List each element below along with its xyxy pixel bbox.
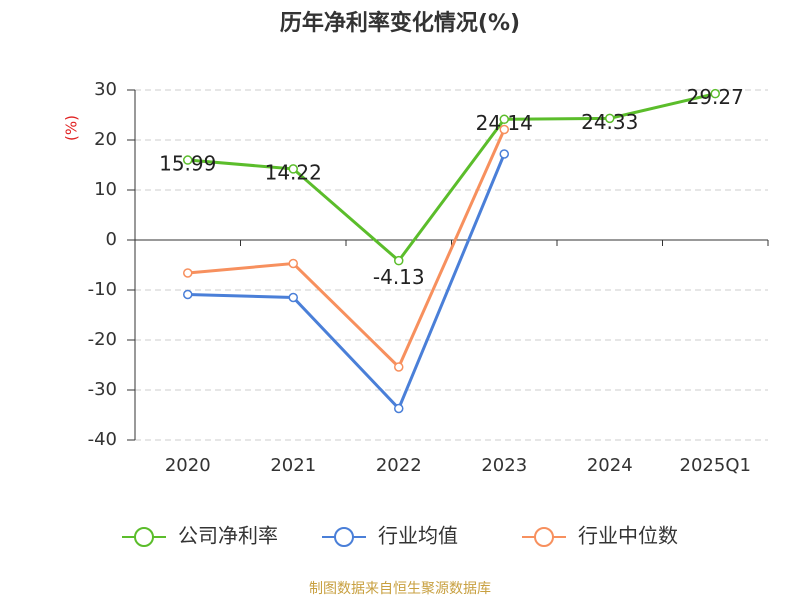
point (183, 289, 193, 300)
point (499, 124, 509, 135)
legend-label: 公司净利率 (178, 524, 278, 548)
legend-marker (534, 527, 554, 547)
chart-title: 历年净利率变化情况(%) (280, 10, 520, 36)
legend-label: 行业中位数 (578, 524, 678, 548)
series-line (187, 92, 716, 263)
y-tick-label: -20 (88, 329, 117, 350)
point (288, 292, 298, 303)
source-note: 制图数据来自恒生聚源数据库 (309, 581, 491, 597)
point (288, 164, 298, 174)
y-tick-label: 30 (94, 79, 117, 100)
y-tick-label: -40 (88, 429, 117, 450)
point (499, 149, 509, 159)
point (183, 155, 193, 165)
data-label: 14.22 (265, 160, 322, 184)
x-tick-label: 2021 (270, 455, 316, 476)
legend-marker (334, 527, 354, 547)
x-tick-label: 2024 (587, 455, 633, 476)
point (605, 113, 615, 124)
point (183, 268, 193, 278)
data-label: 29.27 (687, 85, 744, 109)
y-tick-label: -10 (88, 279, 117, 300)
point (394, 255, 404, 266)
x-tick-label: 2025Q1 (680, 455, 751, 476)
y-tick-label: -30 (88, 379, 117, 400)
data-label: 15.99 (159, 152, 216, 176)
series-line (187, 128, 506, 370)
x-tick-label: 2023 (481, 455, 527, 476)
legend-label: 行业均值 (378, 524, 458, 548)
point (710, 88, 720, 99)
point (499, 114, 509, 125)
point (288, 258, 298, 269)
y-tick-label: 20 (94, 129, 117, 150)
legend-marker (134, 527, 154, 547)
point (394, 362, 404, 372)
data-label: 24.33 (581, 110, 638, 134)
x-tick-label: 2022 (376, 455, 422, 476)
point (394, 403, 404, 414)
data-label: -4.13 (373, 265, 425, 289)
y-tick-label: 10 (94, 179, 117, 200)
series-line (187, 153, 506, 412)
y-axis-label: (%) (63, 115, 81, 141)
x-tick-label: 2020 (165, 455, 211, 476)
y-tick-label: 0 (106, 229, 117, 250)
